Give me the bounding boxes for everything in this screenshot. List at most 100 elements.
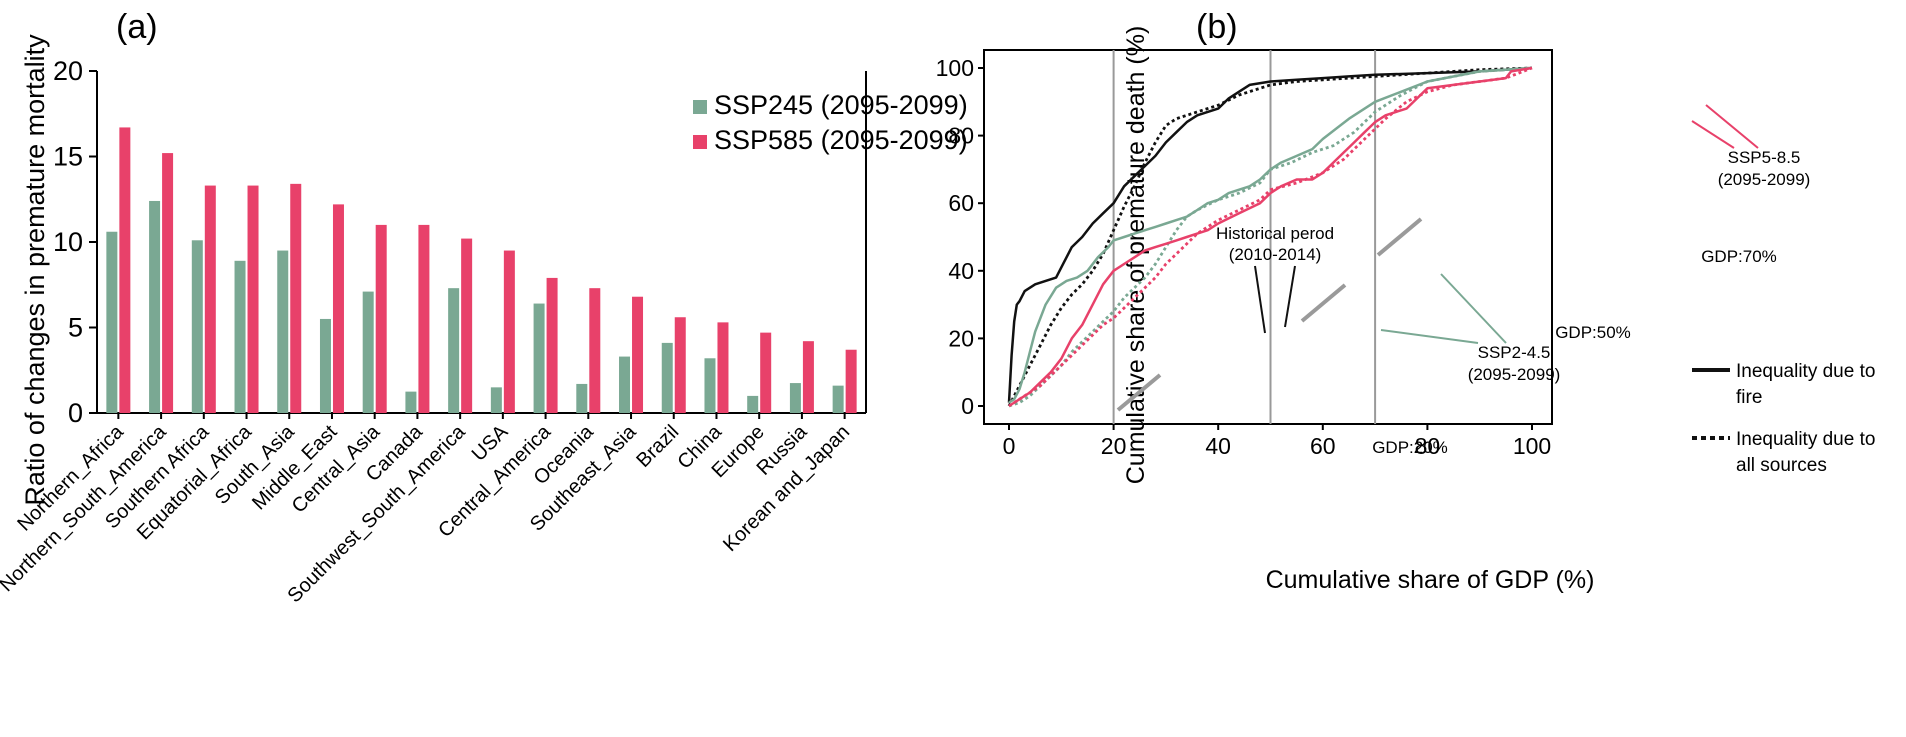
panel-b-x-tick-label: 0	[1003, 433, 1016, 459]
panel-b-y-tick-label: 100	[936, 55, 974, 81]
panel-b-series-lines	[1007, 66, 1533, 408]
bar-ssp585	[332, 204, 344, 413]
bar-ssp245	[319, 318, 331, 413]
bar-ssp245	[405, 391, 417, 413]
panel-a-y-tick-label: 10	[53, 227, 83, 257]
bar-ssp245	[619, 356, 631, 413]
bar-ssp585	[204, 185, 216, 413]
bar-ssp245	[747, 395, 759, 413]
legend-label-ssp585: SSP585 (2095-2099)	[714, 125, 968, 155]
panel-b-y-tick-label: 20	[948, 325, 974, 351]
annotation-ssp245-line1: SSP2-4.5	[1478, 343, 1551, 362]
panel-b-axes	[983, 49, 1553, 425]
bar-ssp585	[375, 224, 387, 413]
panel-b-x-tick-label: 80	[1415, 433, 1441, 459]
bar-ssp585	[418, 224, 430, 413]
annotation-ssp585-line2: (2095-2099)	[1718, 170, 1811, 189]
annotation-ssp245-pointer-1	[1440, 273, 1507, 344]
bar-ssp585	[802, 341, 814, 413]
panel-a-y-tick-label: 0	[68, 398, 83, 428]
panel-a-label: (a)	[116, 8, 158, 46]
gdp-50-label: GDP:50%	[1555, 323, 1631, 342]
bar-ssp585	[503, 250, 515, 413]
bar-ssp245	[149, 200, 161, 413]
legend-all-line1: Inequality due to	[1736, 429, 1875, 450]
annotation-historical-line1: Historical perod	[1216, 224, 1334, 243]
panel-a-x-ticks: Northern_AfricaNorthern_South_AmericaSou…	[0, 413, 854, 607]
historical-solid-line	[1007, 66, 1533, 403]
panel-a-bar-chart: (a) Ratio of changes in premature mortal…	[0, 8, 968, 607]
bar-ssp245	[490, 387, 502, 413]
gdp-50-marker-stroke	[1300, 283, 1347, 323]
annotation-ssp245-line2: (2095-2099)	[1468, 365, 1561, 384]
panel-b-x-tick-label: 40	[1205, 433, 1231, 459]
bar-ssp585	[760, 332, 772, 413]
legend-label-ssp245: SSP245 (2095-2099)	[714, 90, 968, 120]
bar-ssp585	[717, 322, 729, 413]
bar-ssp585	[589, 288, 601, 413]
panel-b-y-tick-label: 60	[948, 190, 974, 216]
panel-b-y-tick-label: 0	[961, 393, 974, 419]
legend-swatch-ssp585	[693, 135, 707, 149]
panel-b-x-tick-label: 20	[1101, 433, 1127, 459]
panel-b-line-chart: (b) Cumulative share of premature death …	[936, 8, 1876, 594]
annotation-ssp585-pointer-2	[1691, 120, 1735, 149]
ssp585-dotted-line	[1008, 66, 1533, 408]
bar-ssp585	[247, 185, 259, 413]
gdp-20-marker-stroke	[1116, 373, 1162, 412]
panel-a-legend: SSP245 (2095-2099) SSP585 (2095-2099)	[693, 90, 968, 155]
panel-b-gdp-markers	[1112, 50, 1423, 424]
bar-ssp245	[789, 383, 801, 413]
historical-dotted-line	[1007, 66, 1533, 407]
panel-a-y-tick-label: 15	[53, 142, 83, 172]
annotation-ssp245: SSP2-4.5 (2095-2099)	[1380, 273, 1561, 384]
bar-ssp245	[191, 240, 203, 413]
panel-b-label: (b)	[1196, 8, 1238, 46]
panel-a-y-axis-label: Ratio of changes in premature mortality	[20, 34, 50, 506]
bar-ssp245	[533, 303, 545, 413]
panel-b-frame	[983, 49, 1553, 425]
bar-ssp585	[546, 277, 558, 413]
panel-a-y-tick-label: 5	[68, 313, 83, 343]
bar-ssp245	[661, 342, 673, 413]
panel-a-bars	[106, 127, 857, 414]
legend-fire-line2: fire	[1736, 387, 1762, 408]
bar-ssp245	[448, 288, 460, 413]
annotation-historical: Historical perod (2010-2014)	[1216, 224, 1334, 334]
annotation-historical-pointer-2	[1284, 265, 1296, 328]
bar-ssp585	[674, 317, 686, 413]
gdp-70-marker-stroke	[1376, 217, 1423, 257]
legend-fire-line1: Inequality due to	[1736, 361, 1875, 382]
annotation-ssp245-pointer-2	[1380, 329, 1479, 344]
ssp585-solid-line	[1008, 66, 1533, 408]
bar-ssp585	[632, 296, 644, 413]
panel-b-x-axis-label: Cumulative share of GDP (%)	[1266, 566, 1595, 594]
bar-ssp245	[277, 250, 289, 413]
annotation-historical-line2: (2010-2014)	[1229, 245, 1322, 264]
bar-ssp245	[362, 291, 374, 413]
bar-ssp585	[119, 127, 131, 414]
panel-a-y-tick-label: 20	[53, 56, 83, 86]
bar-ssp585	[290, 183, 302, 413]
panel-b-y-tick-label: 80	[948, 123, 974, 149]
category-label: Brazil	[632, 421, 683, 472]
bar-ssp245	[704, 358, 716, 413]
panel-b-y-tick-label: 40	[948, 258, 974, 284]
ssp245-dotted-line	[1008, 66, 1533, 408]
gdp-20-label: GDP:20%	[1372, 438, 1448, 457]
annotation-ssp585-pointer-1	[1705, 104, 1759, 149]
legend-all-line2: all sources	[1736, 455, 1827, 476]
ssp245-solid-line	[1008, 66, 1533, 404]
gdp-70-label: GDP:70%	[1701, 247, 1777, 266]
bar-ssp245	[832, 385, 844, 413]
legend-swatch-ssp245	[693, 100, 707, 114]
annotation-ssp585-line1: SSP5-8.5	[1728, 148, 1801, 167]
panel-b-ticks: 0 20 40 60 80 100 0 20 40 60 80 100	[936, 55, 1552, 459]
panel-b-x-tick-label: 60	[1310, 433, 1336, 459]
panel-b-x-tick-label: 100	[1513, 433, 1551, 459]
bar-ssp245	[106, 231, 118, 413]
bar-ssp245	[234, 260, 246, 413]
bar-ssp585	[845, 349, 857, 413]
annotation-ssp585: SSP5-8.5 (2095-2099)	[1691, 104, 1811, 189]
